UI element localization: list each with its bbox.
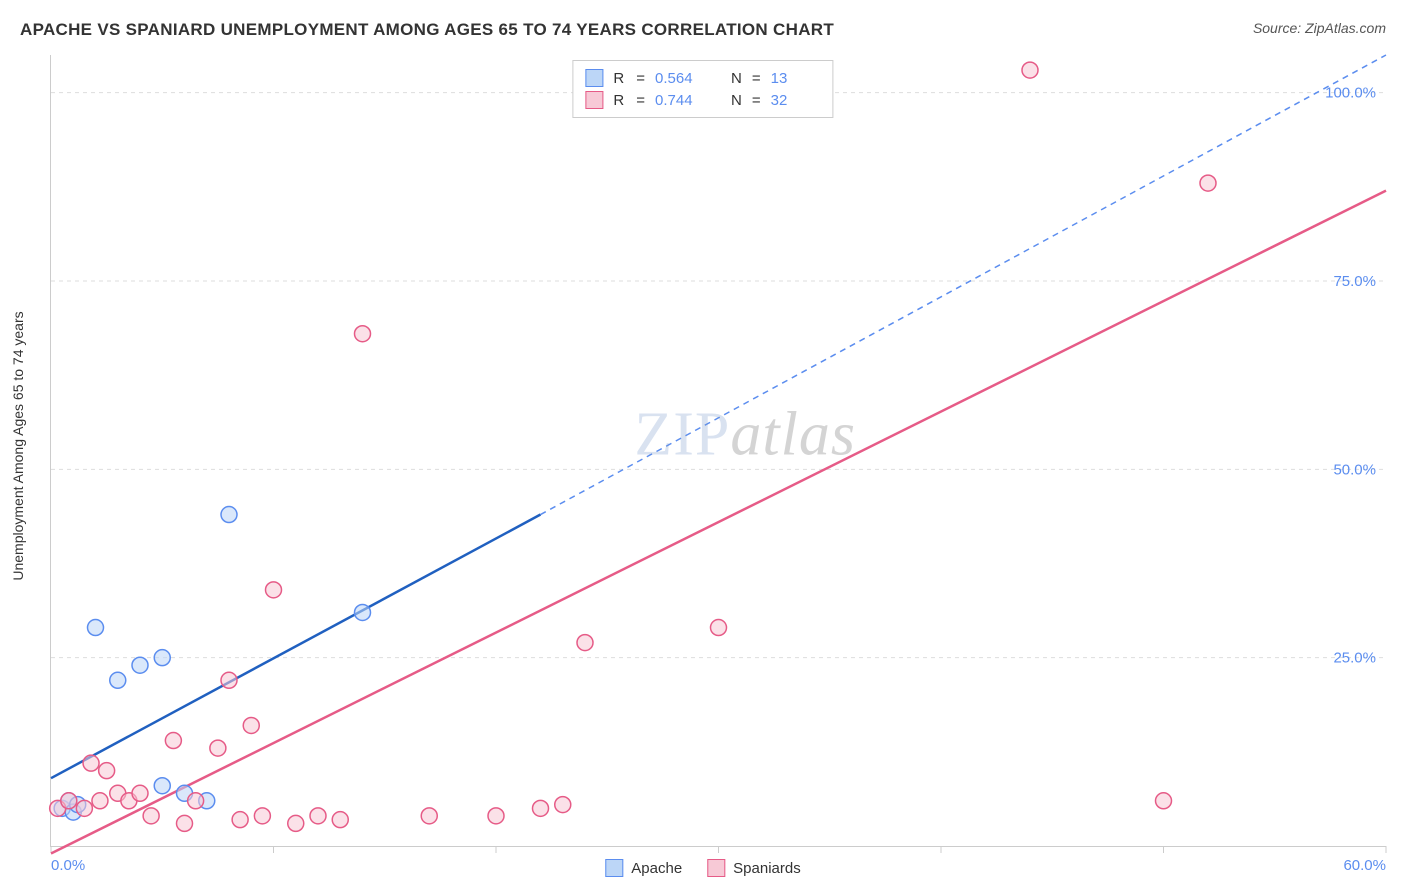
data-point [577,635,593,651]
data-point [232,812,248,828]
trend-line-dashed [541,55,1387,515]
data-point [266,582,282,598]
data-point [555,797,571,813]
data-point [210,740,226,756]
data-point [243,717,259,733]
x-tick-label: 0.0% [51,857,85,874]
series-legend-label: Spaniards [733,860,801,877]
data-point [533,800,549,816]
data-point [76,800,92,816]
data-point [355,326,371,342]
n-value: 32 [771,92,821,109]
data-point [61,793,77,809]
series-legend: Apache Spaniards [605,859,800,877]
data-point [92,793,108,809]
x-tick-label: 60.0% [1343,857,1386,874]
data-point [711,620,727,636]
source-attribution: Source: ZipAtlas.com [1253,20,1386,36]
r-label: R [613,70,624,87]
data-point [1200,175,1216,191]
data-point [132,785,148,801]
series-legend-label: Apache [631,860,682,877]
chart-title: APACHE VS SPANIARD UNEMPLOYMENT AMONG AG… [20,20,834,40]
y-tick-label: 75.0% [1333,273,1376,290]
correlation-legend-row: R=0.564N=13 [585,67,820,89]
correlation-legend: R=0.564N=13R=0.744N=32 [572,60,833,118]
data-point [143,808,159,824]
data-point [154,650,170,666]
data-point [310,808,326,824]
data-point [99,763,115,779]
n-value: 13 [771,70,821,87]
trend-line [51,191,1386,854]
r-value: 0.744 [655,92,705,109]
r-label: R [613,92,624,109]
data-point [1156,793,1172,809]
y-tick-label: 25.0% [1333,650,1376,667]
data-point [177,815,193,831]
data-point [221,507,237,523]
n-label: N [731,70,742,87]
data-point [188,793,204,809]
data-point [1022,62,1038,78]
data-point [332,812,348,828]
data-point [221,672,237,688]
r-value: 0.564 [655,70,705,87]
correlation-legend-row: R=0.744N=32 [585,89,820,111]
data-point [355,604,371,620]
data-point [132,657,148,673]
data-point [288,815,304,831]
data-point [488,808,504,824]
data-point [88,620,104,636]
legend-swatch [707,859,725,877]
y-tick-label: 50.0% [1333,461,1376,478]
data-point [165,733,181,749]
plot-area: 25.0%50.0%75.0%100.0%0.0%60.0% ZIPatlas [50,55,1386,847]
data-point [110,672,126,688]
legend-swatch [585,91,603,109]
y-axis-label: Unemployment Among Ages 65 to 74 years [10,311,26,580]
series-legend-item: Apache [605,859,682,877]
series-legend-item: Spaniards [707,859,801,877]
data-point [154,778,170,794]
y-tick-label: 100.0% [1325,85,1376,102]
n-label: N [731,92,742,109]
data-point [421,808,437,824]
plot-svg: 25.0%50.0%75.0%100.0%0.0%60.0% [51,55,1386,846]
data-point [254,808,270,824]
correlation-chart: APACHE VS SPANIARD UNEMPLOYMENT AMONG AG… [0,0,1406,892]
legend-swatch [585,69,603,87]
legend-swatch [605,859,623,877]
data-point [83,755,99,771]
